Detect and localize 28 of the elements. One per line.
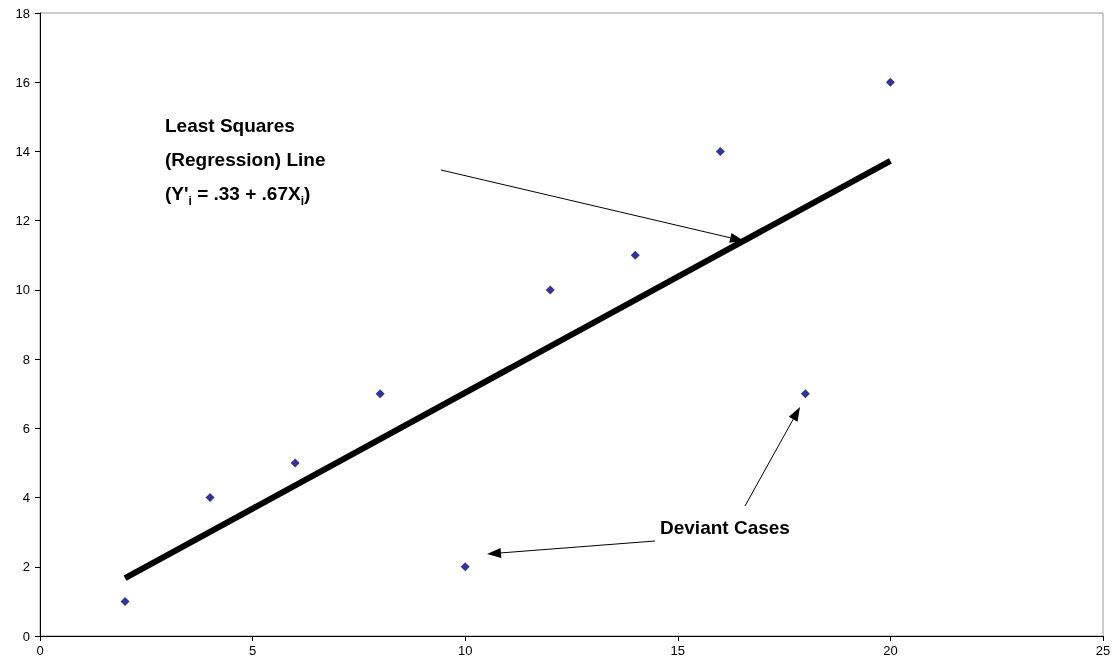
point (205, 493, 215, 503)
y-tick-label: 2 (22, 559, 30, 575)
point (290, 458, 300, 468)
y-tick-label: 16 (15, 74, 30, 90)
point (800, 389, 810, 399)
point (885, 77, 895, 87)
point (545, 285, 555, 295)
y-tick-label: 0 (22, 628, 30, 644)
y-tick-label: 4 (22, 490, 30, 506)
point (630, 250, 640, 260)
x-tick-label: 5 (248, 643, 257, 658)
point (715, 146, 725, 156)
point (120, 596, 130, 606)
annotation: Least Squares (Regression) Line (Y'$_{i}$ = .33 + .67X$_{i}$) (165, 114, 326, 210)
x-tick-label: 0 (36, 643, 44, 658)
x-tick-label: 10 (457, 643, 473, 658)
y-tick-label: 18 (15, 5, 30, 21)
y-tick-label: 14 (15, 143, 30, 159)
x-tick-label: 15 (670, 643, 686, 658)
point (460, 562, 470, 572)
y-tick-label: 10 (15, 282, 30, 298)
point (375, 389, 385, 399)
annotation: Deviant Cases (660, 516, 790, 540)
y-tick-label: 12 (15, 213, 30, 229)
x-tick-label: 20 (883, 643, 898, 658)
x-tick-label: 25 (1095, 643, 1111, 658)
y-tick-label: 8 (22, 351, 30, 367)
y-tick-label: 6 (22, 420, 30, 436)
